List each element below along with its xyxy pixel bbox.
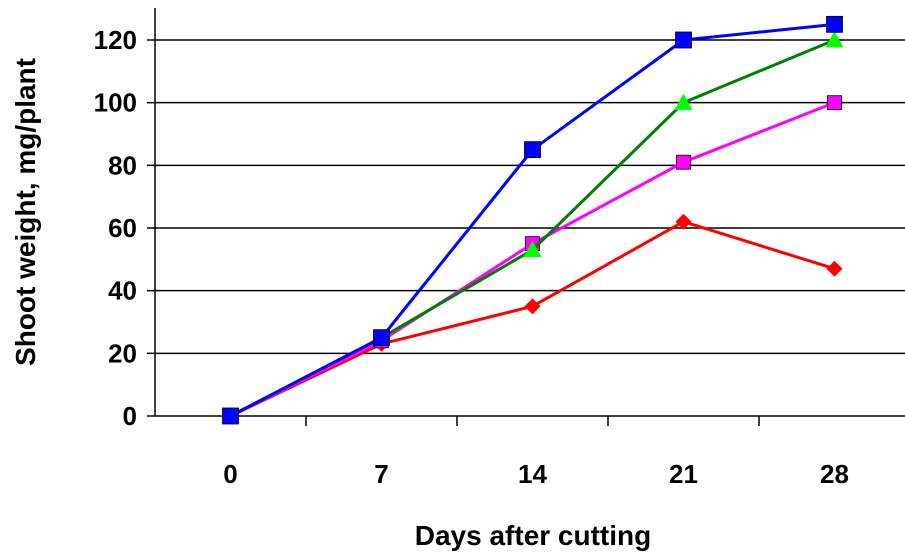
- series-1-point: [524, 298, 541, 315]
- series-1-point: [826, 260, 843, 277]
- x-tick-label: 28: [820, 459, 849, 489]
- y-tick-label: 100: [94, 88, 137, 118]
- series-4: [222, 15, 843, 425]
- x-tick-label: 21: [669, 459, 698, 489]
- series-2-point: [676, 154, 691, 170]
- axes: [147, 8, 905, 426]
- x-axis-title: Days after cutting: [415, 520, 652, 551]
- series-4-line: [229, 22, 835, 418]
- y-tick-label: 60: [108, 213, 137, 243]
- y-tick-label: 20: [108, 338, 137, 368]
- series-group: [221, 15, 844, 425]
- x-tick-label: 7: [374, 459, 388, 489]
- series-3: [221, 31, 844, 424]
- y-axis-title: Shoot weight, mg/plant: [10, 58, 41, 366]
- series-1-point: [675, 213, 692, 230]
- y-tick-label: 80: [108, 150, 137, 180]
- series-4-point: [524, 141, 541, 159]
- gridlines: [155, 39, 905, 355]
- series-3-point: [825, 31, 844, 48]
- series-4-point: [826, 15, 843, 33]
- x-tick-label: 14: [518, 459, 547, 489]
- tick-labels: 0 20 40 60 80 100 120 0 7 14 21 28: [94, 25, 849, 489]
- series-4-point: [373, 329, 390, 347]
- x-tick-label: 0: [223, 459, 237, 489]
- series-3-point: [523, 240, 542, 258]
- series-3-point: [674, 93, 693, 110]
- series-2-point: [827, 95, 842, 111]
- y-tick-label: 0: [123, 401, 137, 431]
- y-tick-label: 40: [108, 276, 137, 306]
- series-4-point: [222, 407, 239, 425]
- y-tick-label: 120: [94, 25, 137, 55]
- series-4-point: [675, 31, 692, 49]
